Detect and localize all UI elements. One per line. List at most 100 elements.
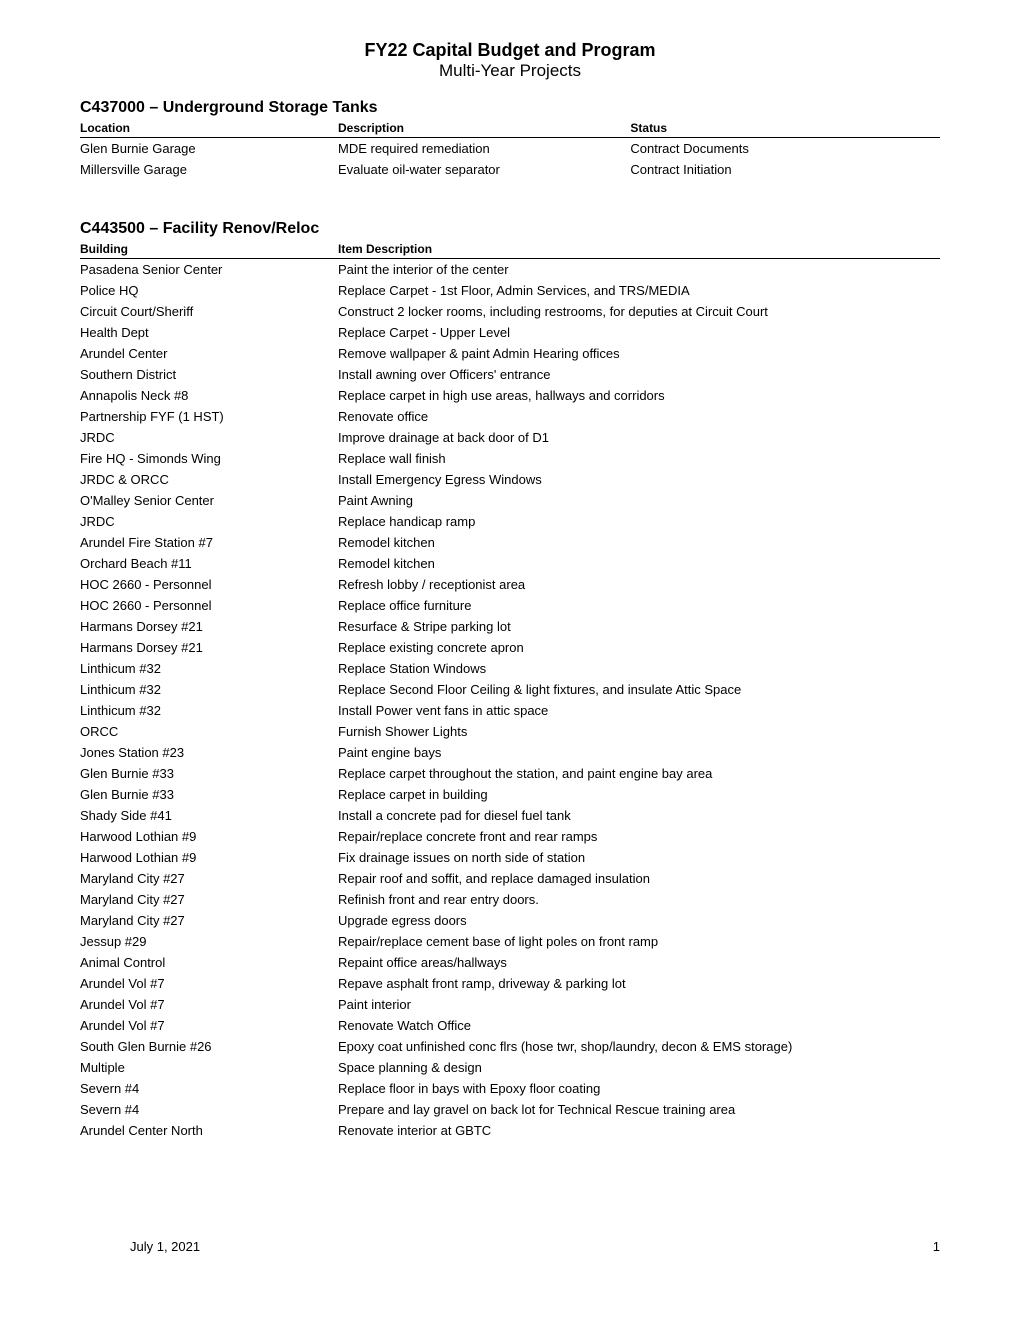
- table-row: Millersville GarageEvaluate oil-water se…: [80, 159, 940, 180]
- table-row: Linthicum #32Replace Second Floor Ceilin…: [80, 679, 940, 700]
- table-cell: Replace Station Windows: [338, 658, 940, 679]
- table-row: Harmans Dorsey #21Replace existing concr…: [80, 637, 940, 658]
- table-cell: Remodel kitchen: [338, 532, 940, 553]
- table-row: Jones Station #23Paint engine bays: [80, 742, 940, 763]
- table-row: ORCCFurnish Shower Lights: [80, 721, 940, 742]
- footer-date: July 1, 2021: [80, 1239, 200, 1254]
- col-item-description: Item Description: [338, 240, 940, 259]
- table-cell: Paint interior: [338, 994, 940, 1015]
- table-cell: Refresh lobby / receptionist area: [338, 574, 940, 595]
- table-cell: Southern District: [80, 364, 338, 385]
- table-cell: Renovate interior at GBTC: [338, 1120, 940, 1141]
- table-row: Arundel Center NorthRenovate interior at…: [80, 1120, 940, 1141]
- footer-page-number: 1: [933, 1239, 940, 1254]
- table-cell: Harmans Dorsey #21: [80, 616, 338, 637]
- table-cell: Renovate Watch Office: [338, 1015, 940, 1036]
- table-cell: Arundel Vol #7: [80, 973, 338, 994]
- table-row: Fire HQ - Simonds WingReplace wall finis…: [80, 448, 940, 469]
- table-row: Severn #4Replace floor in bays with Epox…: [80, 1078, 940, 1099]
- table-cell: Arundel Center North: [80, 1120, 338, 1141]
- table-cell: Remove wallpaper & paint Admin Hearing o…: [338, 343, 940, 364]
- table-row: Maryland City #27Upgrade egress doors: [80, 910, 940, 931]
- table-row: Harmans Dorsey #21Resurface & Stripe par…: [80, 616, 940, 637]
- table-cell: Replace existing concrete apron: [338, 637, 940, 658]
- table-cell: Arundel Center: [80, 343, 338, 364]
- table-cell: Replace office furniture: [338, 595, 940, 616]
- table-cell: Arundel Vol #7: [80, 994, 338, 1015]
- table-row: Animal ControlRepaint office areas/hallw…: [80, 952, 940, 973]
- table-cell: Replace carpet in high use areas, hallwa…: [338, 385, 940, 406]
- table-cell: Furnish Shower Lights: [338, 721, 940, 742]
- section-1-heading: C437000 – Underground Storage Tanks: [80, 99, 940, 117]
- table-row: Partnership FYF (1 HST)Renovate office: [80, 406, 940, 427]
- table-row: Maryland City #27Repair roof and soffit,…: [80, 868, 940, 889]
- table-cell: Fix drainage issues on north side of sta…: [338, 847, 940, 868]
- table-cell: Jessup #29: [80, 931, 338, 952]
- table-cell: Repair/replace cement base of light pole…: [338, 931, 940, 952]
- table-cell: Replace Carpet - 1st Floor, Admin Servic…: [338, 280, 940, 301]
- table-cell: Linthicum #32: [80, 700, 338, 721]
- table-cell: Maryland City #27: [80, 910, 338, 931]
- page-footer: July 1, 2021 1: [80, 1239, 940, 1254]
- table-row: Jessup #29Repair/replace cement base of …: [80, 931, 940, 952]
- table-cell: Replace handicap ramp: [338, 511, 940, 532]
- table-row: Arundel Vol #7Paint interior: [80, 994, 940, 1015]
- table-row: JRDCImprove drainage at back door of D1: [80, 427, 940, 448]
- table-header-row: Location Description Status: [80, 119, 940, 138]
- table-cell: Space planning & design: [338, 1057, 940, 1078]
- page-title: FY22 Capital Budget and Program: [80, 40, 940, 61]
- table-row: South Glen Burnie #26Epoxy coat unfinish…: [80, 1036, 940, 1057]
- table-cell: Evaluate oil-water separator: [338, 159, 630, 180]
- table-cell: Health Dept: [80, 322, 338, 343]
- table-cell: Glen Burnie #33: [80, 763, 338, 784]
- table-cell: Prepare and lay gravel on back lot for T…: [338, 1099, 940, 1120]
- table-cell: Linthicum #32: [80, 658, 338, 679]
- table-row: Glen Burnie GarageMDE required remediati…: [80, 138, 940, 160]
- table-header-row: Building Item Description: [80, 240, 940, 259]
- table-row: Police HQReplace Carpet - 1st Floor, Adm…: [80, 280, 940, 301]
- table-cell: Severn #4: [80, 1099, 338, 1120]
- table-row: Linthicum #32Install Power vent fans in …: [80, 700, 940, 721]
- page-header: FY22 Capital Budget and Program Multi-Ye…: [80, 40, 940, 81]
- table-cell: Replace Carpet - Upper Level: [338, 322, 940, 343]
- table-cell: HOC 2660 - Personnel: [80, 595, 338, 616]
- table-cell: Repaint office areas/hallways: [338, 952, 940, 973]
- table-row: Southern DistrictInstall awning over Off…: [80, 364, 940, 385]
- table-row: Arundel CenterRemove wallpaper & paint A…: [80, 343, 940, 364]
- table-cell: Multiple: [80, 1057, 338, 1078]
- table-row: Circuit Court/SheriffConstruct 2 locker …: [80, 301, 940, 322]
- table-cell: Linthicum #32: [80, 679, 338, 700]
- table-cell: Annapolis Neck #8: [80, 385, 338, 406]
- col-status: Status: [630, 119, 940, 138]
- table-cell: Construct 2 locker rooms, including rest…: [338, 301, 940, 322]
- table-row: Arundel Fire Station #7Remodel kitchen: [80, 532, 940, 553]
- col-description: Description: [338, 119, 630, 138]
- table-row: MultipleSpace planning & design: [80, 1057, 940, 1078]
- table-row: HOC 2660 - PersonnelReplace office furni…: [80, 595, 940, 616]
- table-row: Pasadena Senior CenterPaint the interior…: [80, 259, 940, 281]
- table-cell: Contract Initiation: [630, 159, 940, 180]
- table-cell: Police HQ: [80, 280, 338, 301]
- table-cell: MDE required remediation: [338, 138, 630, 160]
- table-cell: Replace Second Floor Ceiling & light fix…: [338, 679, 940, 700]
- col-location: Location: [80, 119, 338, 138]
- col-building: Building: [80, 240, 338, 259]
- table-cell: JRDC: [80, 427, 338, 448]
- table-row: Severn #4Prepare and lay gravel on back …: [80, 1099, 940, 1120]
- table-row: Health DeptReplace Carpet - Upper Level: [80, 322, 940, 343]
- table-cell: Jones Station #23: [80, 742, 338, 763]
- table-cell: Replace wall finish: [338, 448, 940, 469]
- table-cell: HOC 2660 - Personnel: [80, 574, 338, 595]
- table-cell: ORCC: [80, 721, 338, 742]
- table-cell: Renovate office: [338, 406, 940, 427]
- table-cell: Contract Documents: [630, 138, 940, 160]
- table-cell: Repair roof and soffit, and replace dama…: [338, 868, 940, 889]
- table-cell: Paint engine bays: [338, 742, 940, 763]
- table-row: Arundel Vol #7Renovate Watch Office: [80, 1015, 940, 1036]
- table-cell: Arundel Vol #7: [80, 1015, 338, 1036]
- table-cell: Glen Burnie #33: [80, 784, 338, 805]
- table-cell: Severn #4: [80, 1078, 338, 1099]
- table-row: HOC 2660 - PersonnelRefresh lobby / rece…: [80, 574, 940, 595]
- table-cell: Improve drainage at back door of D1: [338, 427, 940, 448]
- table-cell: JRDC: [80, 511, 338, 532]
